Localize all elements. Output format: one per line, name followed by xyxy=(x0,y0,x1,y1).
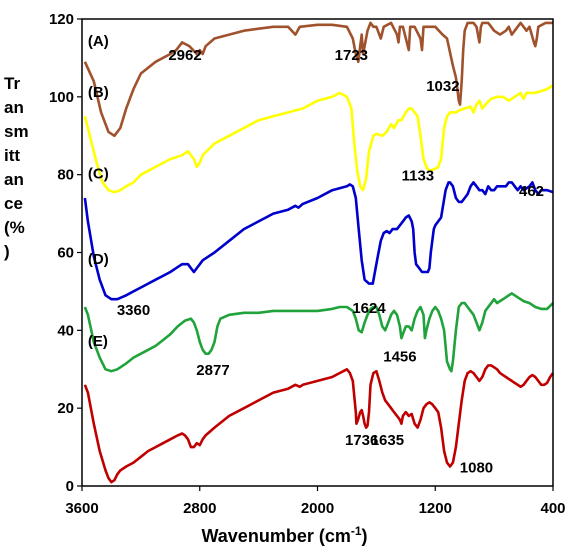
y-tick-label: 20 xyxy=(57,400,74,417)
peak-label: 3360 xyxy=(117,302,150,319)
x-tick-label: 2800 xyxy=(183,500,216,517)
series-label-3: (D) xyxy=(88,251,109,268)
x-tick-label: 3600 xyxy=(65,500,98,517)
y-axis-label-line: sm xyxy=(4,122,29,141)
y-axis-label-line: an xyxy=(4,98,24,117)
peak-label: 2877 xyxy=(196,362,229,379)
x-axis-ticks: 3600 2800 2000 1200 400 xyxy=(65,486,566,517)
x-axis-label-superscript: -1 xyxy=(350,524,362,538)
x-tick-label: 400 xyxy=(540,500,565,517)
y-tick-label: 120 xyxy=(49,11,74,28)
series-line-1 xyxy=(83,84,554,194)
peak-label: 1723 xyxy=(335,47,368,64)
y-axis-label-line: (% xyxy=(4,218,25,237)
y-tick-label: 40 xyxy=(57,322,74,339)
peak-label: 1624 xyxy=(352,300,386,317)
y-tick-label: 100 xyxy=(49,89,74,106)
x-axis-label-end: ) xyxy=(361,526,368,546)
y-axis-label-line: itt xyxy=(4,146,21,165)
peak-label: 1080 xyxy=(460,459,493,476)
series-line-4 xyxy=(83,364,555,484)
x-axis-label-text: Wavenumber (cm xyxy=(201,526,351,546)
peak-label: 2962 xyxy=(168,47,201,64)
x-tick-label: 2000 xyxy=(301,500,334,517)
y-axis-label-line: an xyxy=(4,170,24,189)
y-axis-label-line: ce xyxy=(4,194,23,213)
y-tick-label: 80 xyxy=(57,167,74,184)
y-axis-ticks: 0 20 40 60 80 100 120 xyxy=(49,11,82,495)
peak-label: 1456 xyxy=(383,348,416,365)
y-tick-label: 60 xyxy=(57,245,74,262)
peak-label: 1032 xyxy=(426,78,459,95)
y-axis-label: Tr an sm itt an ce (%) xyxy=(4,72,44,264)
plot-frame xyxy=(81,18,554,487)
peak-label: 1736 xyxy=(345,432,378,449)
x-axis-label: Wavenumber (cm-1) xyxy=(0,524,569,547)
series-label-1: (B) xyxy=(88,84,109,101)
spectra-series xyxy=(83,21,555,484)
curve-labels: (A) (B) (C) (D) (E) xyxy=(88,33,109,350)
peak-label: 1635 xyxy=(371,432,404,449)
x-tick-label: 1200 xyxy=(419,500,452,517)
y-tick-label: 0 xyxy=(66,478,74,495)
series-label-2: (C) xyxy=(88,166,109,183)
series-label-0: (A) xyxy=(88,33,109,50)
series-line-2 xyxy=(83,181,554,301)
peak-label: 462 xyxy=(519,183,544,200)
series-label-4: (E) xyxy=(88,333,108,350)
y-axis-label-line: Tr xyxy=(4,74,21,93)
series-line-3 xyxy=(83,292,554,373)
y-axis-label-line: ) xyxy=(4,242,10,261)
peak-label: 1133 xyxy=(402,168,435,185)
series-line-0 xyxy=(83,21,553,138)
